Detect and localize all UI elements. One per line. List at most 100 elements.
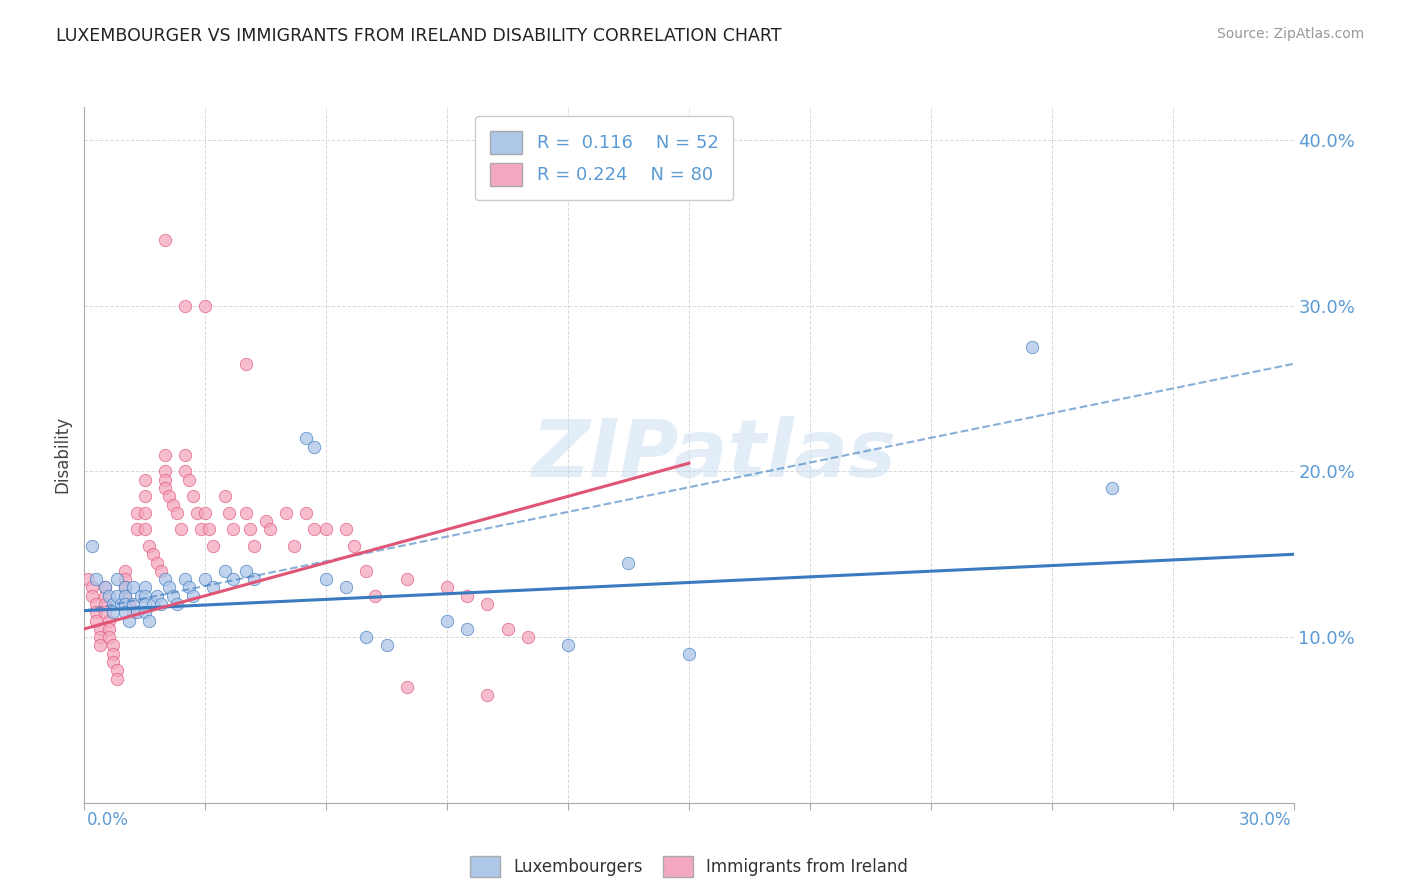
Point [114, 597, 136, 611]
Point [335, 523, 357, 537]
Point [101, 605, 124, 619]
Point [114, 581, 136, 595]
Point [174, 465, 197, 479]
Point [101, 639, 124, 653]
Point [82, 581, 104, 595]
Point [194, 299, 217, 313]
Point [274, 506, 297, 520]
Y-axis label: Disability: Disability [53, 417, 72, 493]
Point [157, 489, 180, 503]
Point [93, 605, 115, 619]
Point [179, 581, 201, 595]
Point [194, 506, 217, 520]
Point [496, 622, 519, 636]
Point [97, 630, 120, 644]
Point [153, 481, 176, 495]
Point [86, 614, 108, 628]
Point [101, 655, 124, 669]
Point [153, 572, 176, 586]
Legend: R =  0.116    N = 52, R = 0.224    N = 80: R = 0.116 N = 52, R = 0.224 N = 80 [475, 116, 733, 201]
Point [86, 597, 108, 611]
Point [138, 539, 160, 553]
Text: Source: ZipAtlas.com: Source: ZipAtlas.com [1216, 27, 1364, 41]
Point [134, 589, 156, 603]
Point [222, 523, 245, 537]
Point [477, 688, 499, 702]
Point [214, 489, 236, 503]
Point [356, 630, 378, 644]
Point [436, 614, 458, 628]
Point [157, 581, 180, 595]
Point [456, 622, 478, 636]
Point [93, 597, 115, 611]
Point [134, 473, 156, 487]
Point [114, 589, 136, 603]
Point [302, 523, 325, 537]
Point [1021, 340, 1043, 354]
Point [181, 489, 204, 503]
Point [134, 605, 156, 619]
Point [295, 431, 318, 445]
Point [516, 630, 538, 644]
Point [343, 539, 366, 553]
Point [93, 589, 115, 603]
Point [114, 572, 136, 586]
Point [194, 572, 217, 586]
Point [162, 498, 184, 512]
Point [1101, 481, 1123, 495]
Point [105, 572, 128, 586]
Point [166, 597, 188, 611]
Point [114, 589, 136, 603]
Point [186, 506, 208, 520]
Point [162, 589, 184, 603]
Point [198, 523, 221, 537]
Point [93, 581, 115, 595]
Point [436, 581, 458, 595]
Point [82, 539, 104, 553]
Point [375, 639, 398, 653]
Point [89, 639, 111, 653]
Point [86, 572, 108, 586]
Point [114, 564, 136, 578]
Point [118, 597, 141, 611]
Point [153, 233, 176, 247]
Point [118, 614, 141, 628]
Point [302, 440, 325, 454]
Point [283, 539, 305, 553]
Point [129, 589, 152, 603]
Point [97, 589, 120, 603]
Point [174, 299, 197, 313]
Point [82, 589, 104, 603]
Point [557, 639, 579, 653]
Point [134, 489, 156, 503]
Point [97, 614, 120, 628]
Point [202, 581, 225, 595]
Point [678, 647, 700, 661]
Point [456, 589, 478, 603]
Point [134, 581, 156, 595]
Point [125, 506, 148, 520]
Point [93, 581, 115, 595]
Text: ZIPatlas: ZIPatlas [530, 416, 896, 494]
Text: 30.0%: 30.0% [1239, 811, 1291, 829]
Point [110, 597, 132, 611]
Point [242, 572, 264, 586]
Point [174, 448, 197, 462]
Point [202, 539, 225, 553]
Point [214, 564, 236, 578]
Point [242, 539, 264, 553]
Point [315, 523, 337, 537]
Point [149, 564, 172, 578]
Point [222, 572, 245, 586]
Point [239, 523, 262, 537]
Point [149, 597, 172, 611]
Point [295, 506, 318, 520]
Point [121, 597, 143, 611]
Point [105, 589, 128, 603]
Point [218, 506, 240, 520]
Point [153, 473, 176, 487]
Point [101, 597, 124, 611]
Point [235, 564, 257, 578]
Point [105, 672, 128, 686]
Point [114, 605, 136, 619]
